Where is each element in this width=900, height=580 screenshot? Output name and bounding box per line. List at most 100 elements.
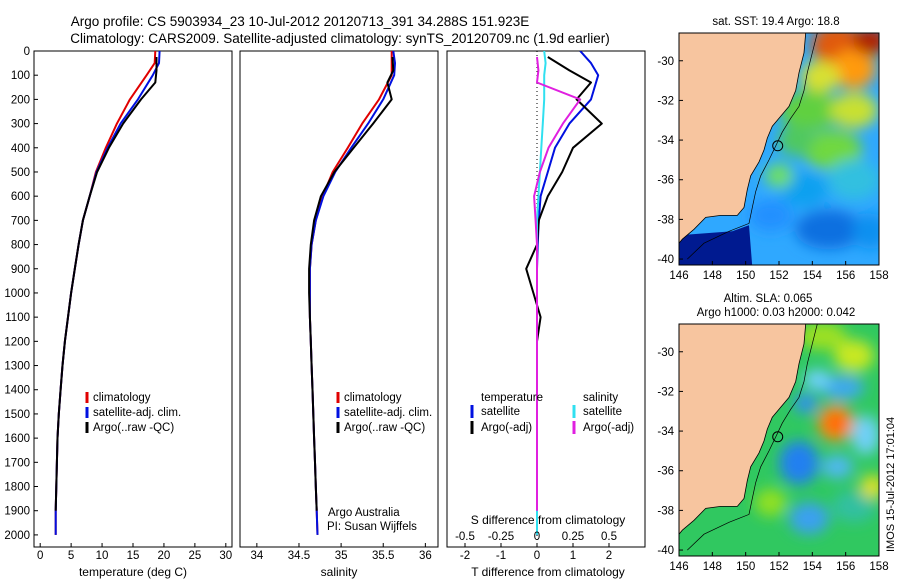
sst-map-axes: 146 148 150 152 154 156 158 -30 -32 -34 -36 -38 -40: [657, 56, 888, 282]
y-tick-label: 300: [11, 119, 30, 131]
series-line-argo-raw-qc-: [54, 57, 158, 511]
x-tick-label: -2: [460, 550, 470, 562]
s-diff-tick-label: 0: [534, 531, 540, 543]
argo-australia-label: Argo Australia: [328, 507, 400, 519]
sst-blob: [779, 90, 839, 131]
sla-map-title-line1: Altim. SLA: 0.065: [724, 293, 813, 305]
legend-label: climatology: [93, 392, 151, 404]
x-tick-label: 35: [335, 550, 348, 562]
map-x-tick-label: 158: [869, 270, 888, 282]
sst-map-content: [679, 33, 879, 265]
sst-map-title: sat. SST: 19.4 Argo: 18.8: [712, 16, 839, 28]
map-y-tick-label: -30: [657, 347, 674, 359]
sst-blob: [748, 199, 793, 232]
y-tick-label: 0: [24, 46, 30, 58]
x-tick-label: 20: [158, 550, 171, 562]
map-x-tick-label: 152: [769, 270, 788, 282]
y-tick-label: 1000: [4, 288, 30, 300]
legend-label: satellite-adj. clim.: [93, 407, 181, 419]
y-tick-label: 400: [11, 143, 30, 155]
legend-label: climatology: [344, 392, 402, 404]
y-tick-label: 1400: [4, 385, 30, 397]
x-tick-label: 34.5: [288, 550, 310, 562]
series-group: [308, 51, 396, 535]
sla-map-axes: 146 148 150 152 154 156 158 -30 -32 -34 -36 -38 -40: [657, 347, 888, 573]
map-y-tick-label: -38: [657, 505, 674, 517]
difference-xlabel-top: S difference from climatology: [471, 513, 626, 527]
pi-label: PI: Susan Wijffels: [327, 521, 417, 533]
argo-float-marker: [772, 140, 784, 152]
land: [679, 33, 807, 244]
figure-title-line2: Climatology: CARS2009. Satellite-adjuste…: [70, 31, 610, 46]
temperature-panel: 0100200300400500600700800900100011001200…: [4, 46, 233, 579]
s-diff-tick-label: -0.25: [488, 531, 514, 543]
x-tick-label: 34: [250, 550, 263, 562]
sst-blob: [830, 92, 878, 129]
sla-blob: [851, 415, 879, 456]
series-line-argo-raw-qc-: [308, 56, 395, 511]
map-y-tick-label: -40: [657, 545, 674, 557]
y-tick-label: 1800: [4, 482, 30, 494]
salinity-plot-frame: [239, 50, 439, 548]
sst-blob: [828, 159, 879, 200]
sst-blob: [777, 124, 814, 157]
y-tick-label: 1300: [4, 361, 30, 373]
sla-blob: [789, 502, 829, 535]
temperature-xlabel: temperature (deg C): [79, 565, 187, 579]
x-tick-label: 0: [534, 550, 540, 562]
x-tick-label: 15: [127, 550, 140, 562]
sla-map-content: [679, 324, 879, 556]
sla-blob: [821, 454, 854, 479]
isobath-line: [687, 324, 818, 551]
sst-blob: [852, 213, 879, 250]
map-y-tick-label: -32: [657, 386, 674, 398]
y-tick-label: 1900: [4, 506, 30, 518]
sla-blob: [793, 393, 818, 414]
sla-blob: [779, 440, 819, 485]
map-x-tick-label: 148: [703, 561, 722, 573]
sst-blob: [852, 33, 879, 55]
y-tick-label: 100: [11, 70, 30, 82]
s-diff-tick-label: 0.5: [601, 531, 617, 543]
series-group: [525, 51, 603, 535]
sla-blob: [798, 324, 847, 350]
y-tick-label: 2000: [4, 530, 30, 542]
map-x-tick-label: 150: [736, 270, 755, 282]
legend-label: satellite: [481, 406, 520, 418]
cold-water: [679, 225, 753, 265]
sla-blob: [827, 415, 844, 432]
y-tick-label: 1200: [4, 336, 30, 348]
difference-plot-frame: [446, 50, 646, 548]
land: [679, 324, 807, 535]
x-tick-label: 36: [419, 550, 432, 562]
figure-title-line1: Argo profile: CS 5903934_23 10-Jul-2012 …: [71, 14, 530, 29]
y-tick-label: 900: [11, 264, 30, 276]
map-y-tick-label: -38: [657, 214, 674, 226]
map-x-tick-label: 150: [736, 561, 755, 573]
x-tick-label: 2: [606, 550, 612, 562]
argo-float-marker: [772, 431, 784, 443]
legend-title-temperature: temperature: [481, 392, 543, 404]
salinity-panel: 34 34.5 35 35.5 36 climatology satellite-adj. …: [239, 50, 439, 579]
x-tick-label: 1: [570, 550, 576, 562]
sla-field: [754, 324, 879, 535]
isobath-line: [687, 33, 818, 260]
x-tick-label: 25: [188, 550, 201, 562]
map-x-tick-label: 146: [669, 270, 688, 282]
sst-blob: [765, 163, 793, 188]
sla-blob: [860, 474, 879, 499]
s-diff-tick-label: 0.25: [562, 531, 584, 543]
sla-blob: [832, 490, 876, 523]
map-y-tick-label: -36: [657, 175, 674, 187]
y-tick-label: 1100: [5, 312, 30, 324]
x-tick-label: 35.5: [372, 550, 394, 562]
temperature-plot-frame: [33, 50, 233, 548]
sla-map-panel: Altim. SLA: 0.065 Argo h1000: 0.03 h2000…: [657, 293, 888, 573]
y-tick-label: 1700: [4, 457, 30, 469]
map-x-tick-label: 156: [836, 561, 855, 573]
map-x-tick-label: 148: [703, 270, 722, 282]
x-tick-label: 0: [37, 550, 43, 562]
difference-xlabel-bottom: T difference from climatology: [471, 565, 625, 579]
x-tick-label: 5: [68, 550, 74, 562]
